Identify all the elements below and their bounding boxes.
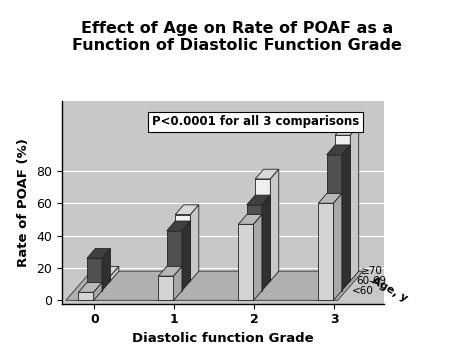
Polygon shape [327,155,342,291]
Polygon shape [110,266,119,281]
Polygon shape [342,145,350,291]
Polygon shape [350,126,359,281]
Text: ≥70: ≥70 [360,266,382,276]
Polygon shape [262,195,270,291]
Polygon shape [335,135,350,281]
Polygon shape [167,231,182,291]
Polygon shape [158,266,182,276]
Polygon shape [175,215,191,281]
Polygon shape [238,224,254,300]
Polygon shape [335,126,359,135]
Polygon shape [66,271,363,300]
Polygon shape [173,266,182,300]
Polygon shape [238,215,262,224]
Polygon shape [95,266,119,276]
Polygon shape [254,215,262,300]
Polygon shape [319,193,342,203]
Polygon shape [255,169,279,179]
Text: Effect of Age on Rate of POAF as a
Function of Diastolic Function Grade: Effect of Age on Rate of POAF as a Funct… [72,21,402,53]
Polygon shape [102,248,110,291]
Polygon shape [319,203,333,300]
Polygon shape [270,169,279,281]
Y-axis label: Rate of POAF (%): Rate of POAF (%) [18,138,30,267]
Polygon shape [87,248,110,258]
Polygon shape [327,145,350,155]
Text: Age, y: Age, y [371,275,410,304]
Polygon shape [95,276,110,281]
Polygon shape [247,195,270,205]
Polygon shape [158,276,173,300]
Text: <60: <60 [352,285,374,296]
Polygon shape [79,283,102,292]
Polygon shape [255,179,270,281]
X-axis label: Diastolic function Grade: Diastolic function Grade [132,332,314,345]
Polygon shape [191,205,199,281]
Polygon shape [182,221,191,291]
Text: 60-69: 60-69 [356,276,386,286]
Polygon shape [247,205,262,291]
Polygon shape [167,221,191,231]
Polygon shape [175,205,199,215]
Polygon shape [87,258,102,291]
Polygon shape [93,283,102,300]
Polygon shape [79,292,93,300]
Polygon shape [333,193,342,300]
Text: P<0.0001 for all 3 comparisons: P<0.0001 for all 3 comparisons [152,116,359,128]
